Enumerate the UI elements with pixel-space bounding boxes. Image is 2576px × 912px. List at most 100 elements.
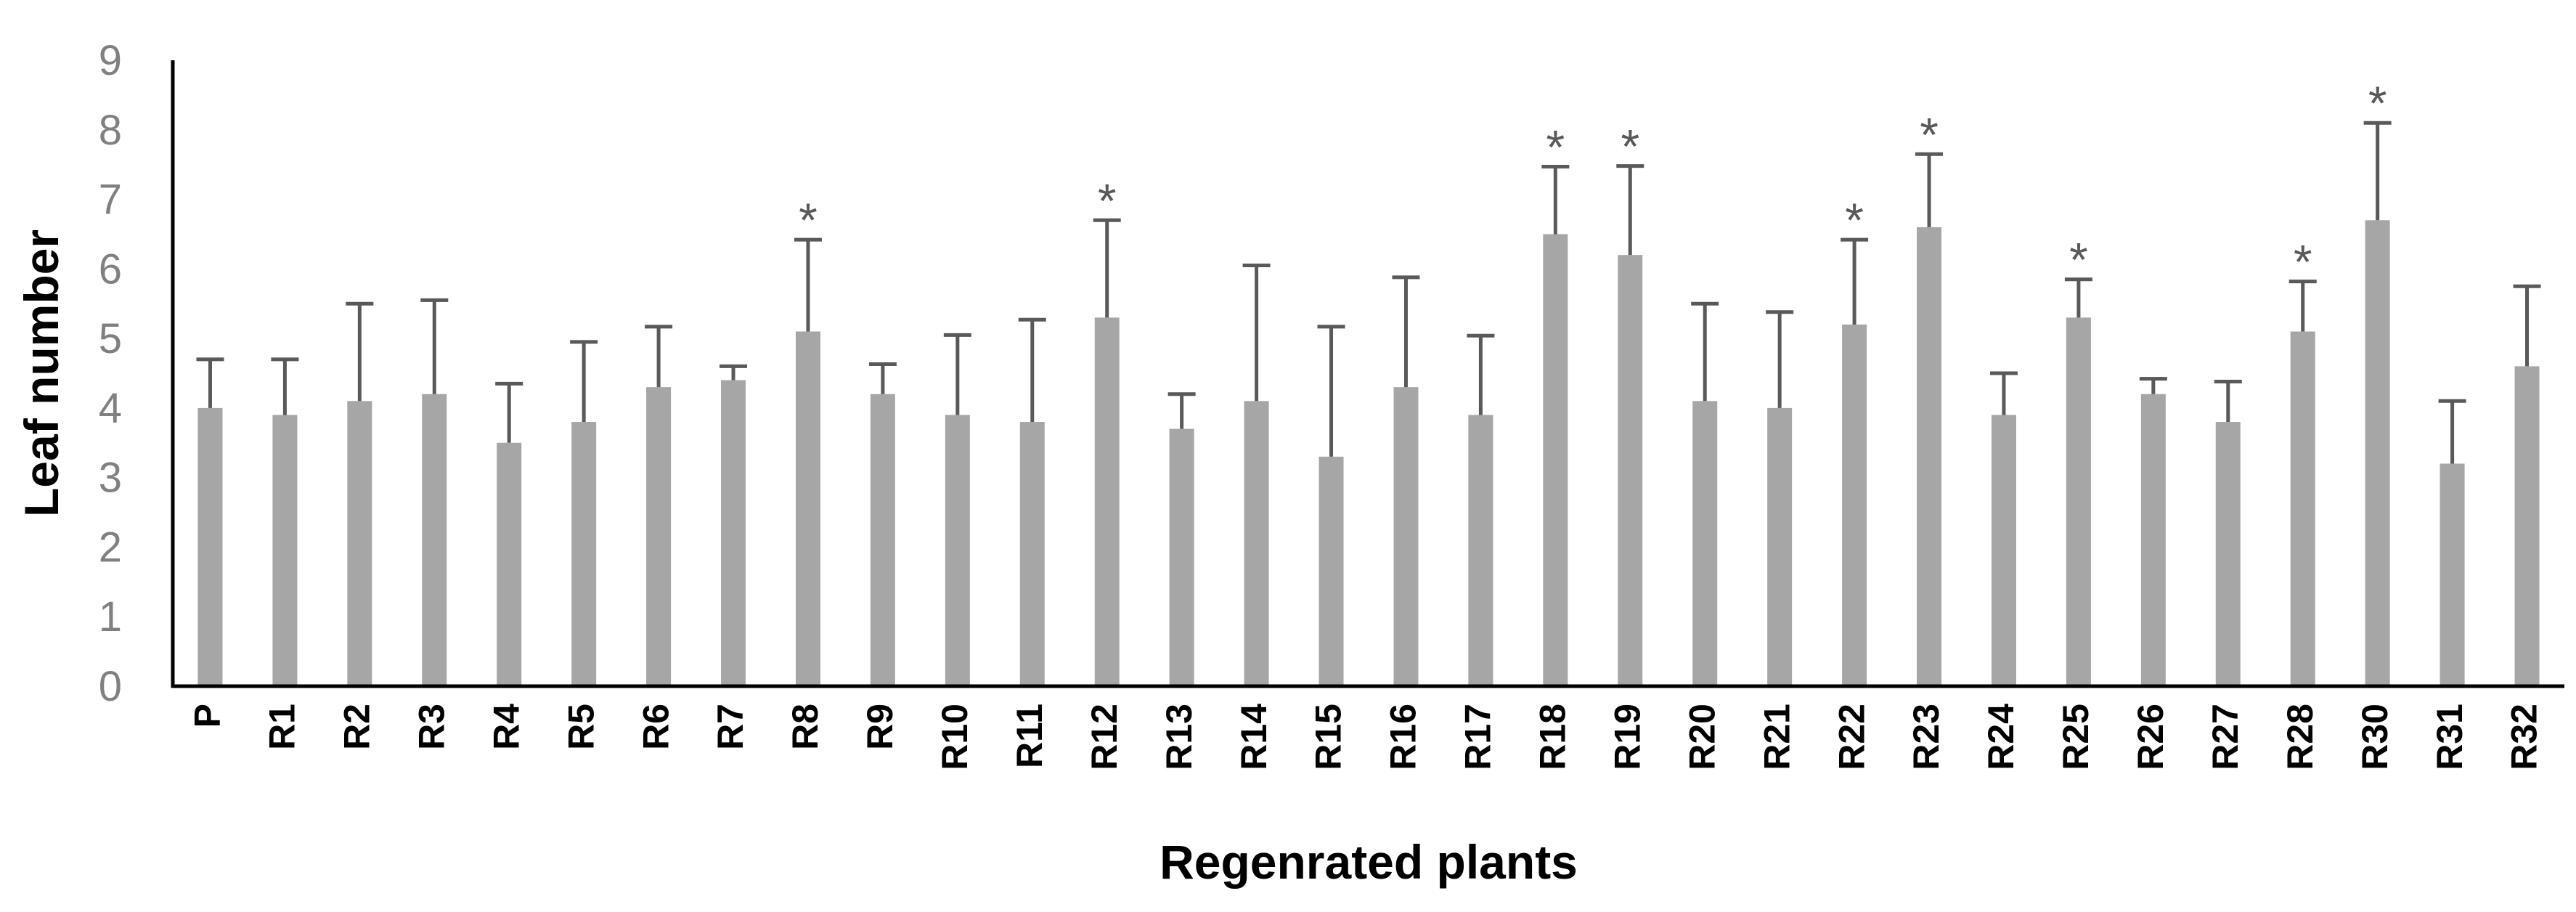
x-tick-label: P <box>187 704 228 728</box>
error-bar <box>1242 264 1271 402</box>
error-bar <box>1317 325 1345 457</box>
x-tick-label: R14 <box>1234 704 1274 770</box>
x-tick-label: R25 <box>2055 704 2096 770</box>
error-bar <box>1467 333 1495 415</box>
bar <box>2290 331 2315 686</box>
x-tick-label: R8 <box>785 704 826 750</box>
bar <box>795 331 820 686</box>
significance-star: * <box>2368 76 2387 130</box>
bar <box>1244 401 1269 686</box>
significance-star: * <box>2294 235 2312 289</box>
error-bar <box>1392 275 1420 388</box>
error-bar <box>1841 237 1869 325</box>
error-bar <box>1616 164 1644 256</box>
x-tick-label: R1 <box>262 704 303 750</box>
error-bar <box>346 301 374 402</box>
error-bar <box>2064 277 2092 318</box>
bar <box>1543 234 1568 686</box>
bar <box>347 401 372 686</box>
significance-star: * <box>799 193 818 247</box>
bar <box>197 407 223 686</box>
error-bar <box>2214 379 2242 423</box>
x-tick-label: R7 <box>710 704 751 750</box>
x-tick-label: R24 <box>1981 704 2021 770</box>
y-tick-label: 3 <box>99 455 122 502</box>
bar <box>1318 456 1344 686</box>
x-tick-label: R22 <box>1831 704 1872 770</box>
x-tick-label: R11 <box>1009 704 1050 768</box>
significance-star: * <box>1621 120 1639 174</box>
x-tick-label: R10 <box>934 704 975 770</box>
error-bar <box>1093 218 1121 318</box>
bar <box>870 394 895 686</box>
bar <box>1618 255 1643 687</box>
error-bar <box>1915 152 1944 227</box>
error-bar <box>420 298 449 394</box>
x-tick-label: R31 <box>2429 704 2470 770</box>
error-bar <box>1541 165 1570 235</box>
error-bar <box>1989 371 2018 415</box>
bar <box>721 380 746 686</box>
bar <box>1019 422 1045 686</box>
x-tick-label: R21 <box>1756 704 1797 770</box>
x-tick-label: R4 <box>486 704 526 750</box>
y-tick-label: 0 <box>99 663 122 710</box>
x-tick-label: R32 <box>2504 704 2545 770</box>
bar <box>1393 387 1419 686</box>
bar <box>497 442 522 686</box>
bar <box>272 415 298 686</box>
x-axis-ticks: P R1 R2 R3 R4 R5 R6 R7 R8 R9 R10 R11 R12 R13 R14 R15 R16… <box>187 704 2545 770</box>
significance-markers: * * * * * * * * * <box>799 76 2387 288</box>
y-axis-ticks: 0 1 2 3 4 5 6 7 8 9 <box>99 37 122 710</box>
bar <box>1767 407 1793 686</box>
x-tick-label: R27 <box>2205 704 2246 770</box>
x-tick-label: R6 <box>635 704 676 750</box>
x-axis-title: Regenrated plants <box>1159 835 1578 889</box>
x-tick-label: R19 <box>1607 704 1647 770</box>
bar <box>945 415 970 686</box>
x-tick-label: R2 <box>337 704 378 750</box>
x-tick-label: R16 <box>1383 704 1424 770</box>
significance-star: * <box>2069 233 2088 287</box>
error-bar <box>1167 392 1196 429</box>
y-tick-label: 9 <box>99 37 122 84</box>
significance-star: * <box>1546 121 1565 174</box>
error-bar <box>570 340 598 423</box>
bar <box>1094 317 1120 686</box>
bar <box>2514 366 2540 686</box>
y-tick-label: 6 <box>99 245 122 293</box>
x-tick-label: R15 <box>1308 704 1349 770</box>
bar <box>571 422 597 686</box>
bar <box>1917 227 1942 686</box>
x-tick-label: R18 <box>1533 704 1573 770</box>
bar <box>1842 324 1867 686</box>
significance-star: * <box>1098 174 1117 227</box>
bar <box>2140 394 2166 686</box>
error-bar <box>794 237 822 332</box>
x-tick-label: R20 <box>1682 704 1722 770</box>
significance-star: * <box>1845 193 1864 247</box>
y-axis-title: Leaf number <box>15 229 68 517</box>
error-bar <box>1018 317 1046 423</box>
error-bar <box>720 364 748 380</box>
error-bar <box>943 333 971 415</box>
error-bar <box>645 325 673 388</box>
x-tick-label: R3 <box>411 704 452 750</box>
x-tick-label: R28 <box>2280 704 2320 770</box>
bar <box>1692 401 1718 686</box>
error-bar <box>2513 284 2541 367</box>
error-bar <box>271 357 299 415</box>
x-tick-label: R5 <box>561 704 601 750</box>
bar <box>2440 463 2465 686</box>
error-bar <box>196 357 224 408</box>
bar <box>422 394 447 686</box>
y-tick-label: 4 <box>99 385 122 432</box>
bar <box>2215 422 2241 686</box>
bar <box>646 387 672 686</box>
x-tick-label: R26 <box>2130 704 2171 770</box>
error-bar <box>2438 399 2466 464</box>
x-tick-label: R23 <box>1906 704 1947 770</box>
error-bar <box>1691 301 1719 402</box>
bars <box>197 220 2540 687</box>
